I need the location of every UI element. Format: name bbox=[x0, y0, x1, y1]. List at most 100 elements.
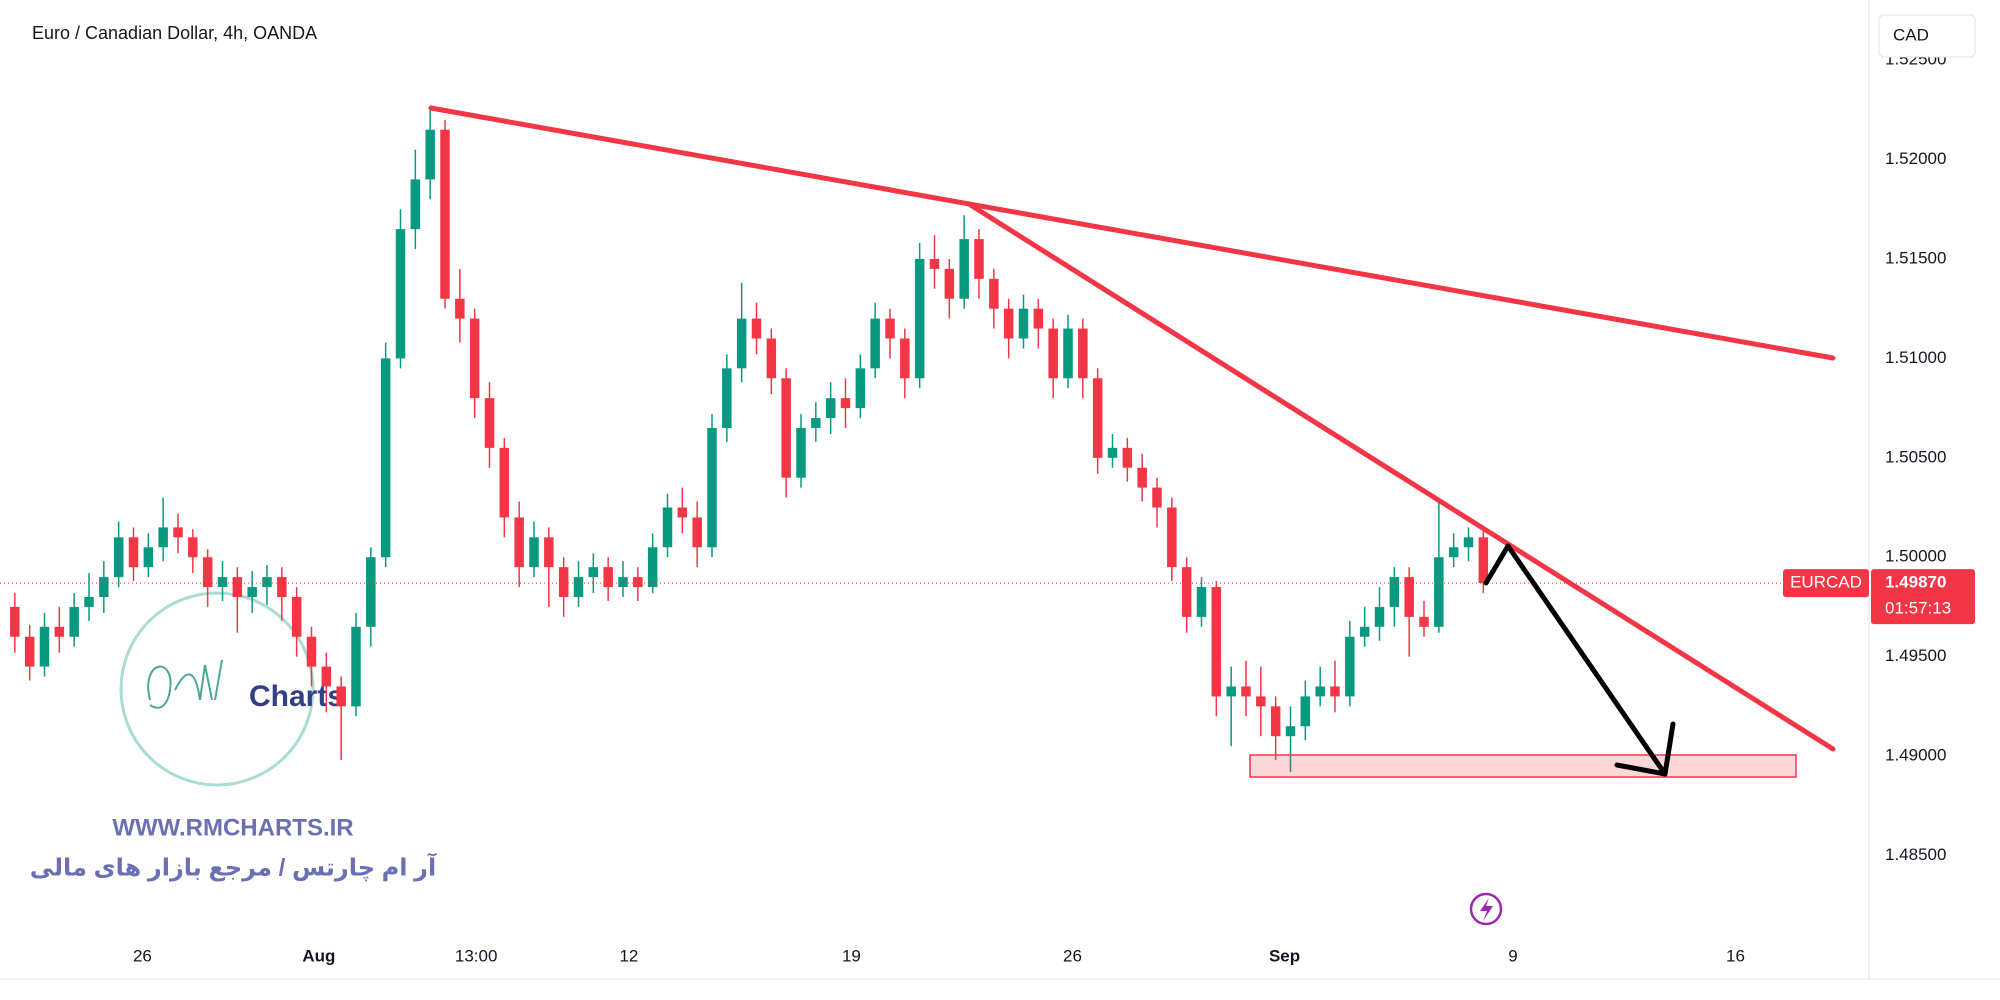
candle-body bbox=[573, 577, 584, 597]
candle-body bbox=[974, 239, 984, 279]
candle-body bbox=[1359, 626, 1370, 637]
watermark-tagline: آر ام چارتس / مرجع بازار های مالی bbox=[30, 852, 437, 881]
currency-label[interactable]: CAD bbox=[1893, 25, 1929, 44]
candle-body bbox=[1018, 308, 1029, 339]
candle-body bbox=[143, 547, 154, 568]
candle-body bbox=[455, 298, 465, 319]
candle-body bbox=[944, 268, 955, 299]
candle-body bbox=[1463, 537, 1474, 548]
candle-body bbox=[603, 567, 613, 588]
candle-body bbox=[989, 278, 999, 309]
candle-body bbox=[633, 577, 643, 588]
watermark-signature bbox=[147, 659, 223, 709]
candle-body bbox=[1152, 487, 1162, 508]
plot-area bbox=[0, 105, 1869, 772]
candle-body bbox=[1270, 706, 1281, 737]
y-tick-label: 1.49000 bbox=[1885, 746, 1946, 765]
candle-body bbox=[514, 517, 524, 568]
candle-body bbox=[366, 557, 376, 627]
candle-body bbox=[692, 517, 702, 548]
y-tick-label: 1.51000 bbox=[1885, 348, 1946, 367]
y-tick-label: 1.52000 bbox=[1885, 149, 1946, 168]
x-tick-label: 16 bbox=[1726, 946, 1745, 965]
candle-body bbox=[425, 129, 435, 180]
events-icon[interactable] bbox=[1469, 892, 1503, 926]
y-tick-label: 1.48500 bbox=[1885, 845, 1946, 864]
x-tick-label: Aug bbox=[302, 946, 335, 965]
candle-body bbox=[1374, 606, 1385, 627]
candle-body bbox=[1389, 577, 1400, 607]
candle-body bbox=[84, 596, 94, 607]
countdown-label: 01:57:13 bbox=[1885, 599, 1951, 618]
candle-body bbox=[1330, 686, 1340, 697]
candle-body bbox=[766, 338, 777, 379]
watermark-circle bbox=[119, 591, 315, 787]
candle-body bbox=[440, 129, 450, 299]
candle-body bbox=[410, 179, 421, 230]
candle-body bbox=[277, 577, 287, 597]
candle-body bbox=[10, 606, 20, 637]
x-tick-label: 12 bbox=[619, 946, 638, 965]
candle-body bbox=[113, 537, 124, 578]
y-tick-label: 1.51500 bbox=[1885, 248, 1946, 267]
candle-body bbox=[321, 666, 332, 687]
candle-body bbox=[54, 626, 65, 637]
candle-body bbox=[618, 577, 628, 588]
trendline bbox=[966, 201, 1836, 752]
candle-body bbox=[1092, 378, 1103, 458]
candle-body bbox=[1107, 447, 1118, 458]
candle-body bbox=[558, 567, 569, 597]
chart-title: Euro / Canadian Dollar, 4h, OANDA bbox=[32, 23, 317, 43]
candle-body bbox=[647, 547, 658, 588]
trendline bbox=[428, 105, 1836, 361]
candle-body bbox=[1241, 686, 1251, 697]
candle-body bbox=[781, 378, 791, 478]
candle-body bbox=[1048, 328, 1058, 379]
candle-body bbox=[1404, 577, 1414, 617]
candle-body bbox=[1003, 308, 1014, 339]
x-tick-label: Sep bbox=[1269, 946, 1300, 965]
candle-body bbox=[1078, 328, 1088, 379]
candle-body bbox=[959, 239, 969, 299]
candle-body bbox=[380, 358, 391, 558]
candle-body bbox=[202, 557, 213, 588]
candle-body bbox=[722, 368, 732, 428]
price-axis: 1.48500 1.49000 1.49500 1.50000 1.50500 1.510… bbox=[1885, 50, 1946, 864]
events-bolt[interactable] bbox=[1480, 898, 1493, 921]
candle-body bbox=[1196, 587, 1207, 617]
x-tick-label: 26 bbox=[133, 946, 152, 965]
candle-body bbox=[811, 418, 821, 428]
candle-body bbox=[662, 507, 673, 548]
candle-body bbox=[529, 537, 539, 568]
arrow-head bbox=[1614, 721, 1676, 777]
candle-body bbox=[1063, 328, 1073, 379]
candle-body bbox=[188, 537, 198, 558]
candle-body bbox=[1285, 726, 1296, 737]
candle-body bbox=[1167, 507, 1177, 568]
target-zone bbox=[1249, 754, 1797, 778]
candle-body bbox=[707, 427, 717, 548]
candle-body bbox=[24, 636, 35, 667]
watermark: Charts bbox=[119, 591, 344, 787]
currency-button[interactable] bbox=[1878, 14, 1976, 58]
x-tick-label: 13:00 bbox=[455, 946, 498, 965]
candle-body bbox=[262, 577, 272, 588]
y-tick-label: 1.50000 bbox=[1885, 547, 1946, 566]
candle-body bbox=[588, 567, 599, 578]
candle-body bbox=[1448, 547, 1459, 558]
x-tick-label: 9 bbox=[1508, 946, 1517, 965]
x-tick-label: 19 bbox=[842, 946, 861, 965]
candle-body bbox=[351, 626, 361, 707]
y-tick-label: 1.50500 bbox=[1885, 447, 1946, 466]
candle-body bbox=[544, 537, 554, 568]
candle-body bbox=[870, 318, 880, 369]
candle-body bbox=[885, 318, 895, 339]
watermark-url: WWW.RMCHARTS.IR bbox=[112, 814, 353, 841]
candle-body bbox=[796, 427, 806, 478]
candle-body bbox=[1345, 636, 1355, 697]
candle-body bbox=[1033, 308, 1044, 329]
candle-body bbox=[1434, 557, 1444, 627]
last-price-label: 1.49870 bbox=[1885, 573, 1946, 592]
candle-body bbox=[247, 587, 257, 597]
